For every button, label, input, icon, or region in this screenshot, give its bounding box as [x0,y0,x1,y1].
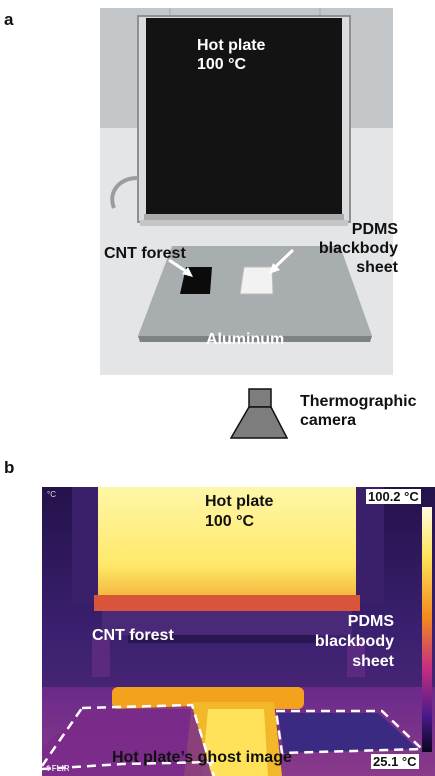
cnt-label-a: CNT forest [104,245,186,262]
aluminum-label: Aluminum [206,331,285,348]
pdms-label-a: PDMS blackbody sheet [318,221,398,276]
hot-plate-label-b: Hot plate 100 °C [205,493,274,530]
pdms-label-b: PDMS blackbody sheet [314,613,394,670]
thermal-image [42,487,435,776]
camera-icon [230,388,288,439]
flir-brand-icon: ⇕ [45,764,52,773]
min-temp-label: 25.1 °C [371,754,419,769]
panel-a-letter: a [4,10,14,29]
unit-corner-label: °C [47,490,56,499]
max-temp-label: 100.2 °C [366,489,421,504]
camera-label: Thermographic camera [300,393,417,429]
flir-logo: ⇕FLIR [45,764,70,773]
hot-plate-label-a: Hot plate 100 °C [197,37,266,73]
cnt-label-b: CNT forest [92,627,174,644]
thermal-drawing [42,487,435,776]
setup-photo-drawing [100,8,393,375]
photo-setup [100,8,393,375]
panel-b-letter: b [4,458,15,477]
ghost-image-label: Hot plate’s ghost image [112,749,292,766]
